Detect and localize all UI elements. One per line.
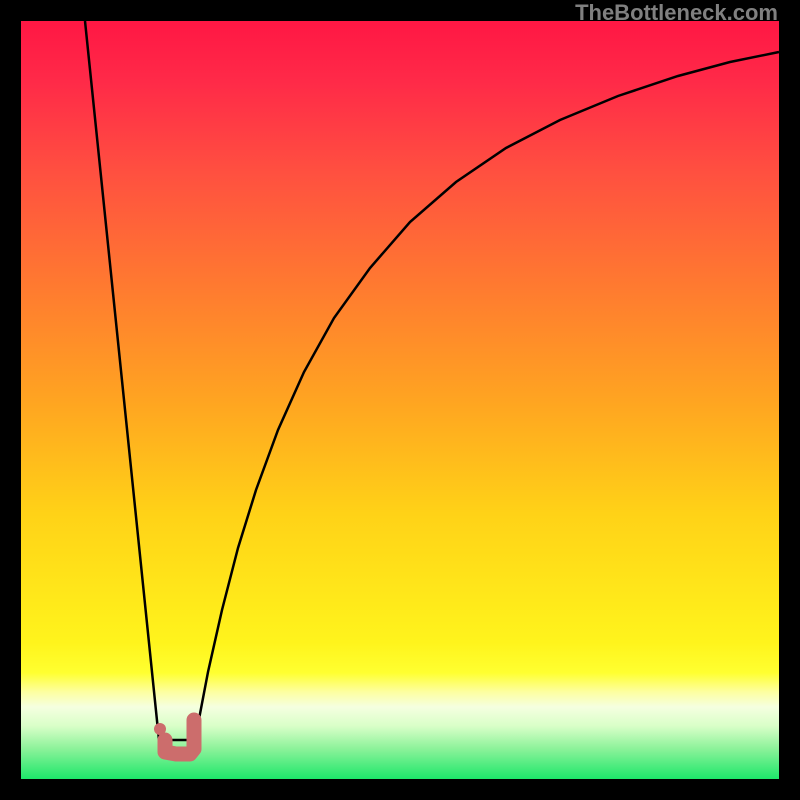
plot-background xyxy=(21,21,779,779)
watermark-text: TheBottleneck.com xyxy=(575,0,778,26)
